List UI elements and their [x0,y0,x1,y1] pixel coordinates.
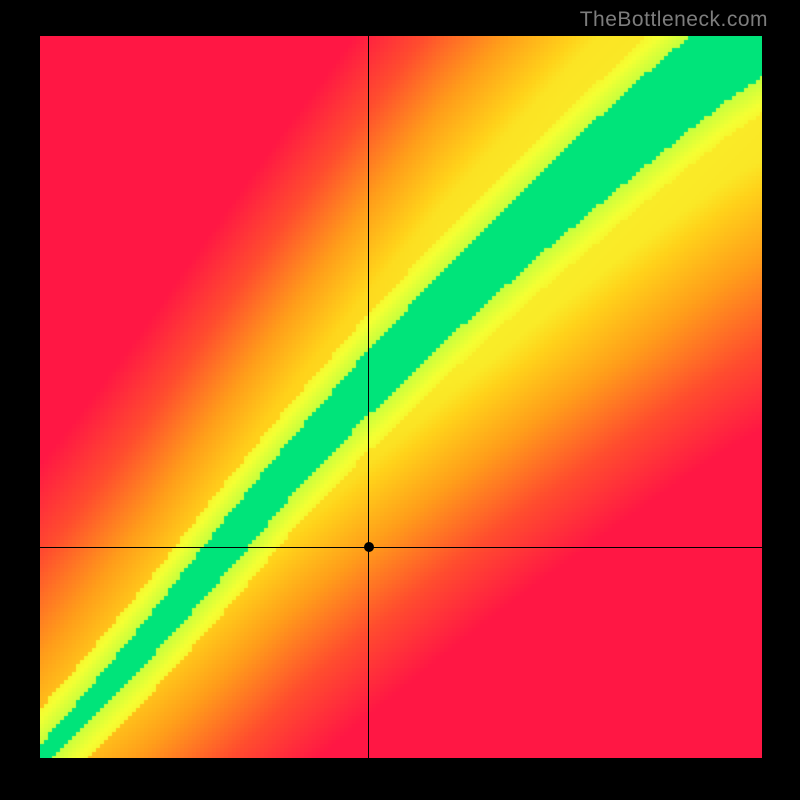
watermark-text: TheBottleneck.com [580,8,768,32]
crosshair-horizontal [40,547,762,548]
crosshair-vertical [368,36,369,758]
heatmap-canvas [40,36,762,758]
bottleneck-heatmap [40,36,762,758]
crosshair-marker [364,542,374,552]
